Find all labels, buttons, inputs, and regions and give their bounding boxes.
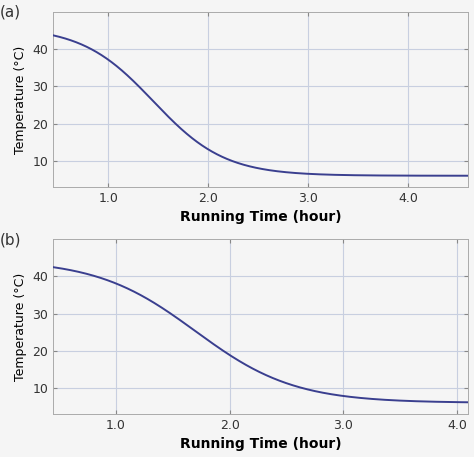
Text: (b): (b) xyxy=(0,232,21,247)
Y-axis label: Temperature (°C): Temperature (°C) xyxy=(14,45,27,154)
Text: (a): (a) xyxy=(0,5,20,20)
Y-axis label: Temperature (°C): Temperature (°C) xyxy=(14,272,27,381)
X-axis label: Running Time (hour): Running Time (hour) xyxy=(180,210,342,224)
X-axis label: Running Time (hour): Running Time (hour) xyxy=(180,437,342,452)
